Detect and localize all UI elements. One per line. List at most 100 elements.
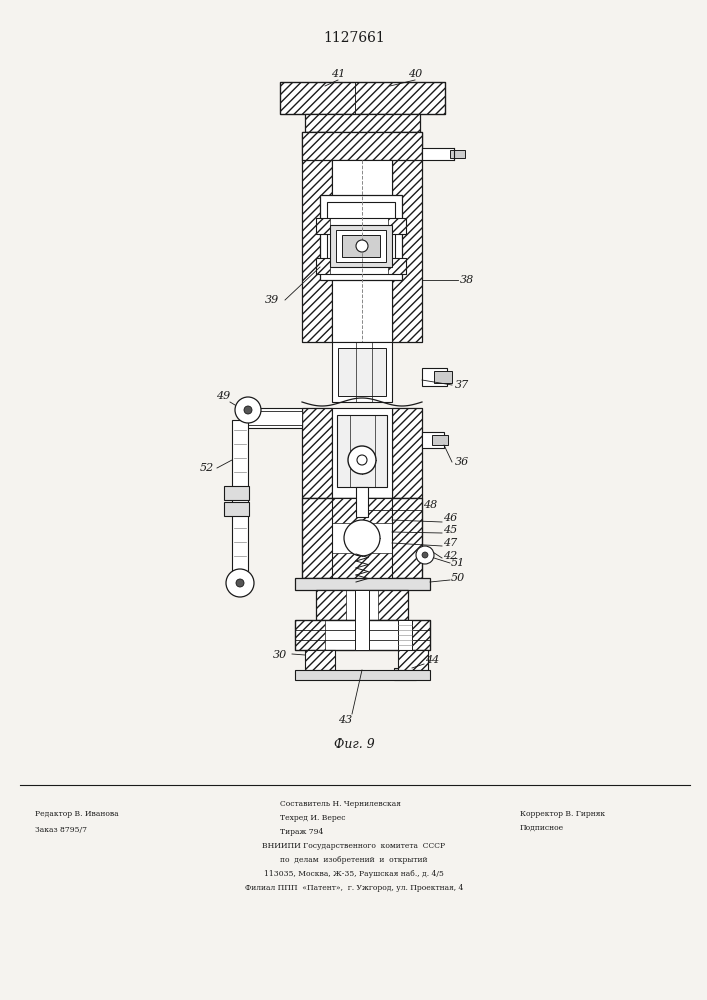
Text: 43: 43 [338,715,352,725]
Circle shape [236,579,244,587]
Bar [295,578,430,590]
Text: 52: 52 [200,463,214,473]
Text: Составитель Н. Чернилевская: Составитель Н. Чернилевская [280,800,401,808]
Bar [316,258,406,274]
Text: Редактор В. Иванова: Редактор В. Иванова [35,810,119,818]
Bar [332,408,392,498]
Bar [338,348,386,396]
Bar [392,132,422,342]
Bar [305,114,420,132]
Bar [295,670,430,680]
Bar [392,498,422,578]
Bar [305,650,335,670]
Bar [392,408,422,498]
Bar [295,620,325,650]
Bar [330,225,392,267]
Bar [248,411,302,425]
Bar [434,371,452,383]
Text: по  делам  изобретений  и  открытий: по делам изобретений и открытий [280,856,428,864]
Text: 113035, Москва, Ж-35, Раушская наб., д. 4/5: 113035, Москва, Ж-35, Раушская наб., д. … [264,870,444,878]
Bar [422,148,454,160]
Bar [302,498,422,578]
Bar [295,620,430,650]
Text: Техред И. Верес: Техред И. Верес [280,814,346,822]
Circle shape [416,546,434,564]
Text: 44: 44 [425,655,439,665]
Text: 45: 45 [443,525,457,535]
Bar [332,498,392,578]
Text: 39: 39 [265,295,279,305]
Text: 47: 47 [443,538,457,548]
Text: 30: 30 [273,650,287,660]
Bar [245,408,302,428]
Bar [378,590,408,620]
Bar [302,408,332,498]
Text: 40: 40 [408,69,422,79]
Text: 49: 49 [216,391,230,401]
Text: Тираж 794: Тираж 794 [280,828,323,836]
Text: Филиал ППП  «Патент»,  г. Ужгород, ул. Проектная, 4: Филиал ППП «Патент», г. Ужгород, ул. Про… [245,884,463,892]
Text: 41: 41 [331,69,345,79]
Bar [398,650,428,670]
Bar [316,258,330,274]
Text: 42: 42 [443,551,457,561]
Circle shape [235,397,261,423]
Bar [355,82,445,114]
Bar [316,218,330,234]
Bar [450,150,465,158]
Bar [280,82,445,114]
Bar [316,590,408,620]
Bar [388,258,406,274]
Bar [398,620,412,670]
Circle shape [244,406,252,414]
Bar [422,432,444,448]
Bar [388,218,406,234]
Bar [398,650,428,670]
Bar [337,415,387,487]
Bar [400,620,430,650]
Bar [332,553,392,578]
Bar [392,408,422,498]
Bar [302,498,332,578]
Circle shape [357,455,367,465]
Text: Фиг. 9: Фиг. 9 [334,738,375,752]
Bar [336,230,386,262]
Bar [332,498,392,523]
Bar [327,202,395,273]
Bar [320,195,402,280]
Bar [302,132,422,160]
Bar [302,132,422,160]
Circle shape [344,520,380,556]
Text: 50: 50 [451,573,465,583]
Bar [355,590,369,650]
Bar [224,486,249,500]
Bar [332,160,392,342]
Text: 38: 38 [460,275,474,285]
Bar [232,420,248,580]
Text: 51: 51 [451,558,465,568]
Bar [224,502,249,516]
Text: 36: 36 [455,457,469,467]
Circle shape [356,240,368,252]
Bar [302,132,332,342]
Bar [392,132,422,342]
Bar [332,342,392,402]
Bar [302,408,332,498]
Bar [305,114,420,132]
Circle shape [348,446,376,474]
Circle shape [226,569,254,597]
Bar [342,235,380,257]
Text: Заказ 8795/7: Заказ 8795/7 [35,826,87,834]
Bar [422,368,447,386]
Bar [432,435,448,445]
Text: 46: 46 [443,513,457,523]
Text: 1127661: 1127661 [323,31,385,45]
Text: ВНИИПИ Государственного  комитета  СССР: ВНИИПИ Государственного комитета СССР [262,842,445,850]
Text: Корректор В. Гирняк: Корректор В. Гирняк [520,810,605,818]
Bar [316,590,346,620]
Text: 37: 37 [455,380,469,390]
Bar [305,650,335,670]
Text: 48: 48 [423,500,437,510]
Bar [316,218,406,234]
Bar [302,132,332,342]
